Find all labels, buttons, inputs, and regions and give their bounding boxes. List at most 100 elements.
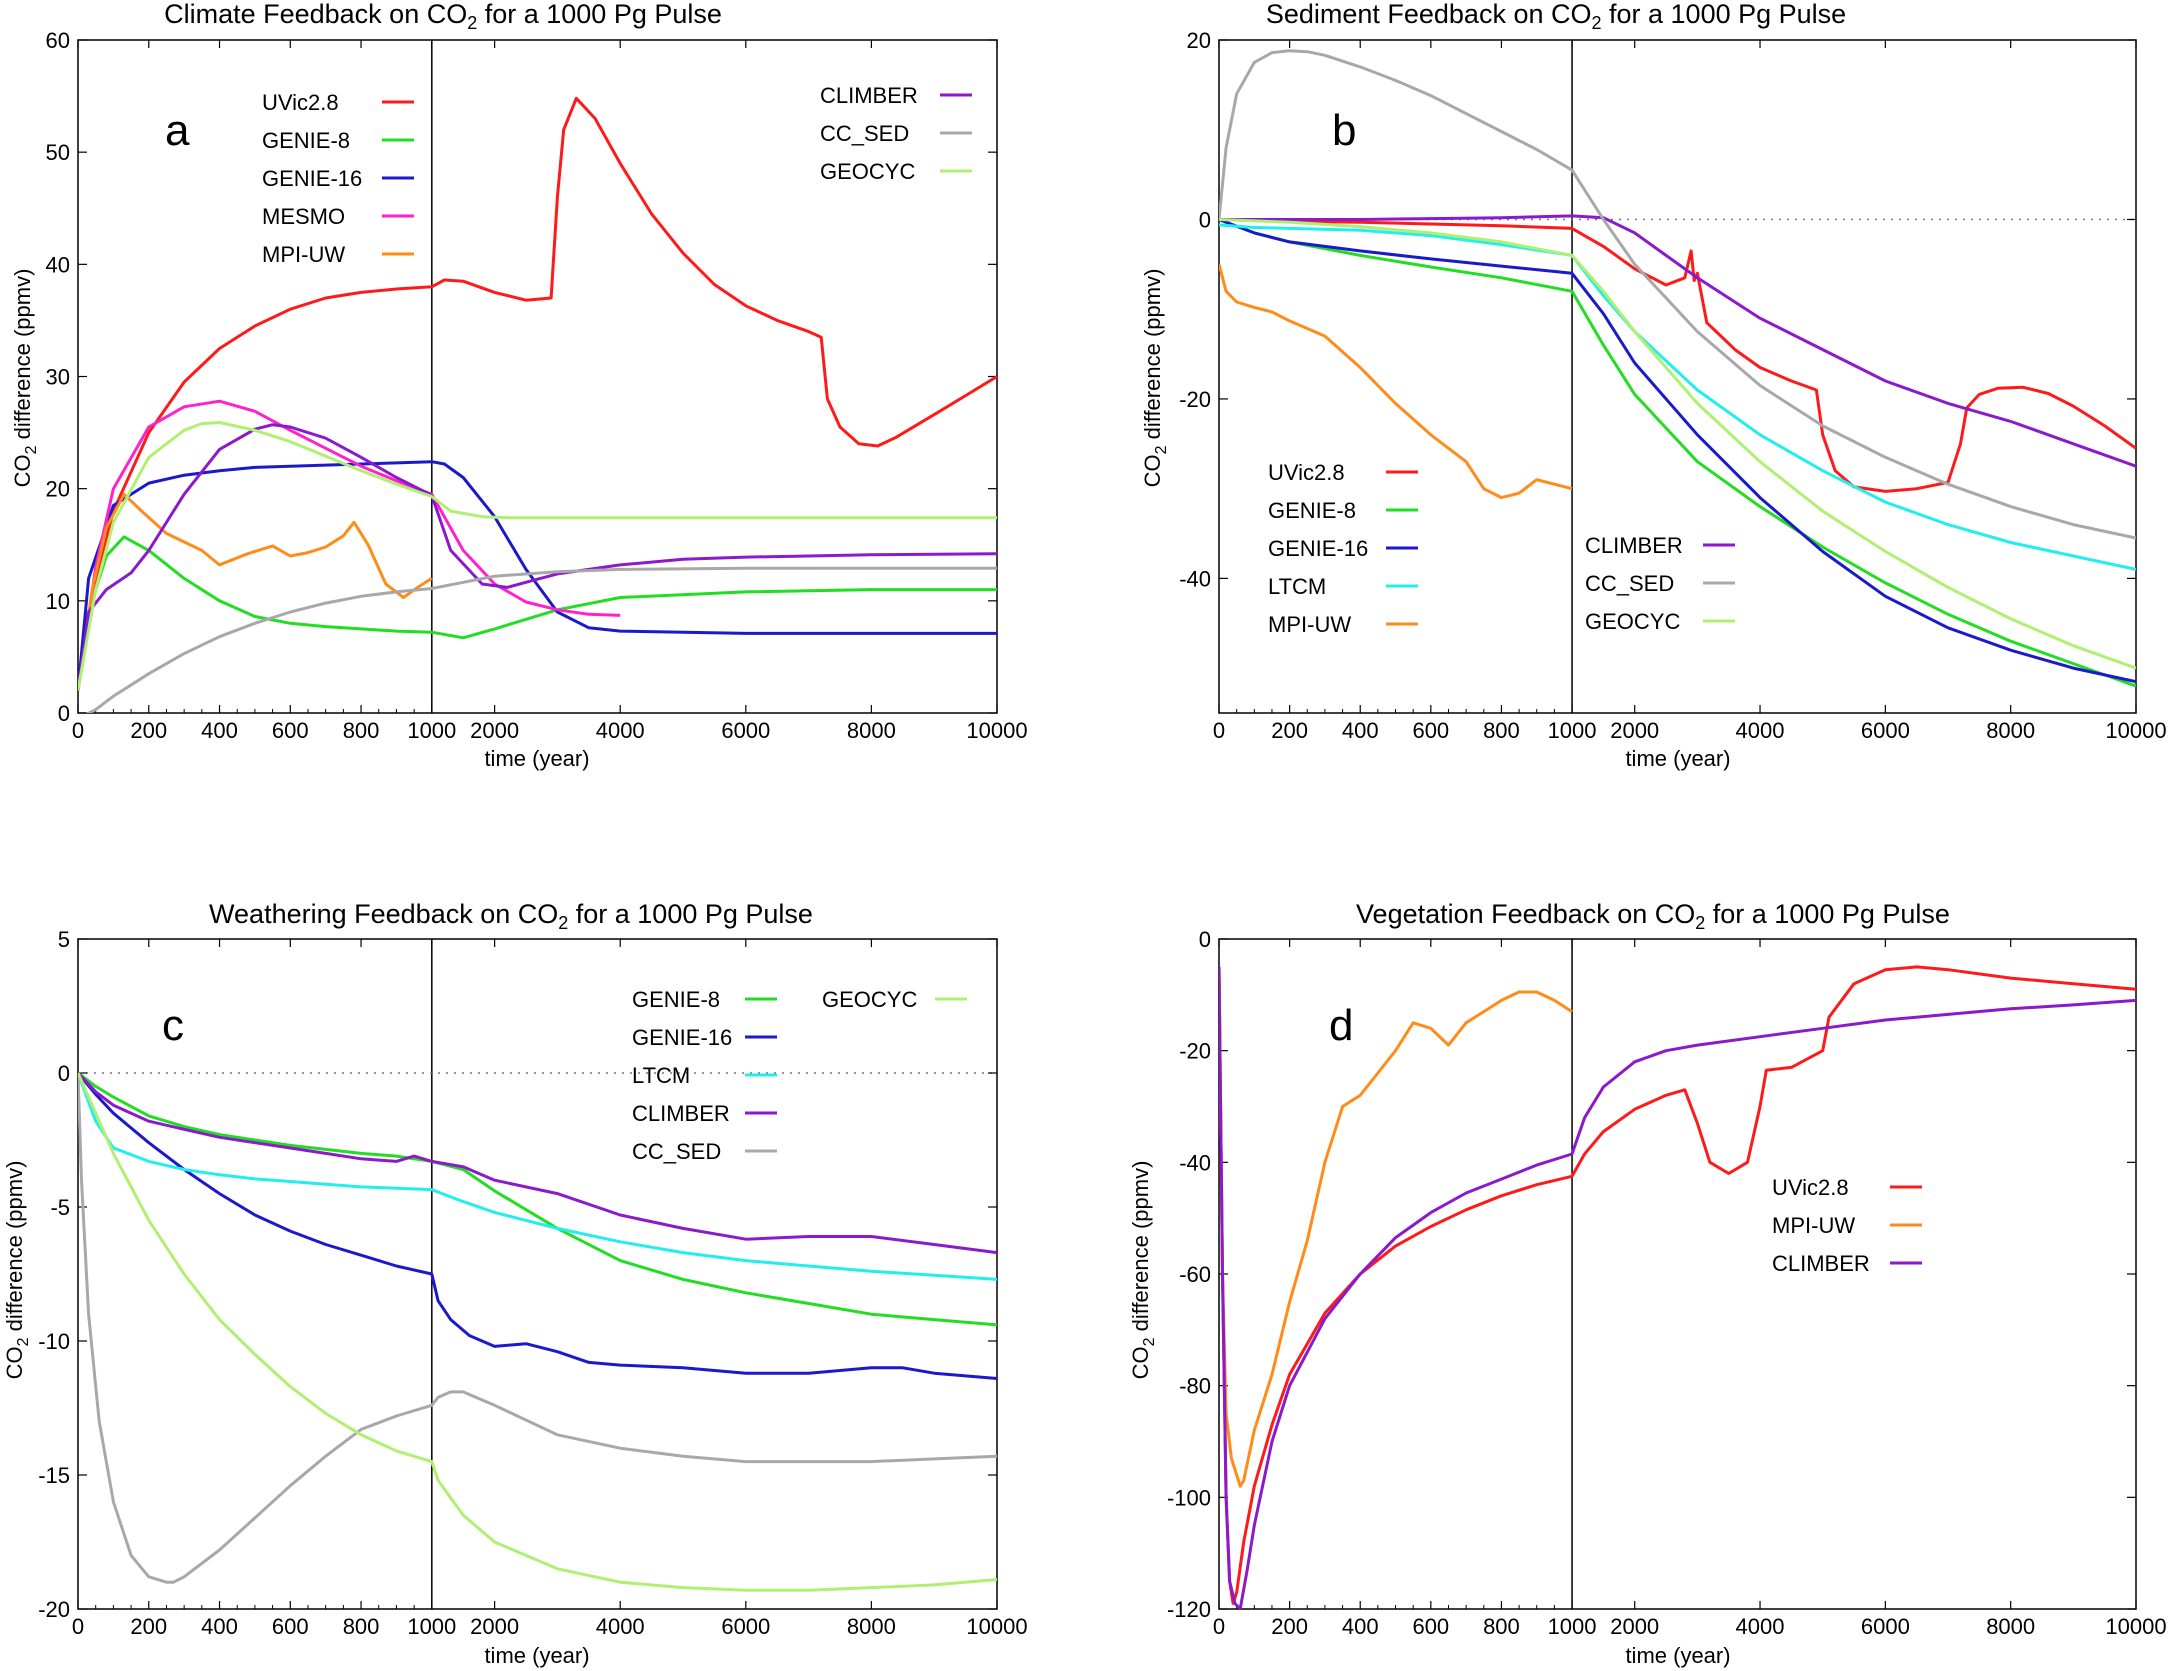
x-tick-label: 600 bbox=[272, 1614, 309, 1639]
x-tick-label: 0 bbox=[1213, 718, 1225, 743]
y-axis-label: CO2 difference (ppmv) bbox=[10, 269, 40, 488]
series-line-mpi-uw bbox=[1219, 263, 1573, 500]
x-tick-label: 4000 bbox=[596, 718, 645, 743]
panel-letter: a bbox=[165, 106, 190, 155]
legend: GENIE-8 GENIE-16 LTCM CLIMBER CC_SED GEOCYC bbox=[632, 987, 967, 1164]
y-tick-label: -15 bbox=[38, 1463, 70, 1488]
chart-title: Weathering Feedback on CO2 for a 1000 Pg… bbox=[209, 899, 813, 933]
chart-title: Climate Feedback on CO2 for a 1000 Pg Pu… bbox=[164, 0, 722, 33]
y-tick-label: -40 bbox=[1179, 1150, 1211, 1175]
legend-label: GENIE-8 bbox=[262, 128, 350, 153]
x-tick-label: 6000 bbox=[1861, 1614, 1910, 1639]
legend-label: GENIE-16 bbox=[1268, 536, 1368, 561]
series-line-genie-16 bbox=[78, 1072, 997, 1380]
x-tick-label: 8000 bbox=[847, 718, 896, 743]
x-tick-label: 400 bbox=[1342, 718, 1379, 743]
y-tick-label: -120 bbox=[1167, 1597, 1211, 1622]
chart-panel-a: Climate Feedback on CO2 for a 1000 Pg Pu… bbox=[10, 0, 1028, 771]
x-tick-label: 200 bbox=[130, 718, 167, 743]
legend-label: UVic2.8 bbox=[262, 90, 339, 115]
y-tick-label: 0 bbox=[1199, 927, 1211, 952]
x-axis-label: time (year) bbox=[484, 1643, 589, 1668]
series-line-mpi-uw bbox=[78, 492, 433, 691]
y-tick-label: 5 bbox=[58, 927, 70, 952]
x-tick-label: 8000 bbox=[1986, 718, 2035, 743]
series-line-ltcm bbox=[1219, 223, 2136, 571]
x-tick-label: 0 bbox=[1213, 1614, 1225, 1639]
legend: UVic2.8 GENIE-8 GENIE-16 LTCM MPI-UW CLIMBER C… bbox=[1268, 460, 1735, 637]
series-line-climber bbox=[1219, 966, 2136, 1609]
x-tick-label: 2000 bbox=[1610, 718, 1659, 743]
legend-label: GENIE-16 bbox=[262, 166, 362, 191]
y-tick-label: -20 bbox=[1179, 387, 1211, 412]
series-line-uvic2-8 bbox=[1219, 218, 2136, 493]
series-line-cc-sed bbox=[78, 1072, 997, 1584]
series-line-ltcm bbox=[78, 1072, 997, 1281]
series-line-uvic2-8 bbox=[78, 96, 997, 691]
legend-label: MPI-UW bbox=[1268, 612, 1351, 637]
y-tick-label: 10 bbox=[46, 589, 70, 614]
series-line-genie-8 bbox=[78, 535, 997, 691]
x-tick-label: 1000 bbox=[407, 1614, 456, 1639]
y-tick-label: -5 bbox=[50, 1195, 70, 1220]
panel-letter: c bbox=[162, 1001, 184, 1050]
y-tick-label: 20 bbox=[1187, 28, 1211, 53]
legend-label: UVic2.8 bbox=[1772, 1175, 1849, 1200]
legend-label: UVic2.8 bbox=[1268, 460, 1345, 485]
legend-label: CLIMBER bbox=[1772, 1251, 1870, 1276]
legend: UVic2.8 GENIE-8 GENIE-16 MESMO MPI-UW CLIMBER… bbox=[262, 83, 972, 267]
legend-label: GENIE-8 bbox=[632, 987, 720, 1012]
plot-frame bbox=[1218, 938, 2137, 1610]
x-tick-label: 8000 bbox=[1986, 1614, 2035, 1639]
series-line-cc-sed bbox=[85, 566, 997, 713]
legend-label: CC_SED bbox=[632, 1139, 721, 1164]
y-tick-label: 50 bbox=[46, 140, 70, 165]
y-tick-label: 0 bbox=[1199, 207, 1211, 232]
x-tick-label: 2000 bbox=[470, 718, 519, 743]
x-tick-label: 6000 bbox=[721, 1614, 770, 1639]
series-line-mesmo bbox=[78, 399, 621, 691]
y-axis-label: CO2 difference (ppmv) bbox=[1128, 1161, 1158, 1380]
series-group bbox=[1219, 49, 2136, 688]
x-tick-label: 400 bbox=[201, 1614, 238, 1639]
legend-label: MPI-UW bbox=[262, 242, 345, 267]
x-tick-label: 2000 bbox=[1610, 1614, 1659, 1639]
x-tick-label: 2000 bbox=[470, 1614, 519, 1639]
legend: UVic2.8 MPI-UW CLIMBER bbox=[1772, 1175, 1922, 1276]
x-tick-label: 200 bbox=[1271, 1614, 1308, 1639]
y-tick-label: 0 bbox=[58, 1061, 70, 1086]
series-line-climber bbox=[78, 1071, 997, 1255]
x-axis-label: time (year) bbox=[484, 746, 589, 771]
y-tick-label: -40 bbox=[1179, 566, 1211, 591]
x-tick-label: 6000 bbox=[1861, 718, 1910, 743]
x-tick-label: 800 bbox=[1483, 1614, 1520, 1639]
y-axis-label: CO2 difference (ppmv) bbox=[2, 1161, 32, 1380]
legend-label: MESMO bbox=[262, 204, 345, 229]
legend-label: LTCM bbox=[632, 1063, 690, 1088]
x-tick-label: 6000 bbox=[721, 718, 770, 743]
legend-label: GENIE-8 bbox=[1268, 498, 1356, 523]
x-axis-label: time (year) bbox=[1625, 746, 1730, 771]
y-axis-label: CO2 difference (ppmv) bbox=[1140, 269, 1170, 488]
x-tick-label: 4000 bbox=[1736, 718, 1785, 743]
legend-label: LTCM bbox=[1268, 574, 1326, 599]
series-line-geocyc bbox=[78, 1072, 997, 1592]
series-line-genie-8 bbox=[78, 1071, 997, 1327]
x-tick-label: 400 bbox=[201, 718, 238, 743]
series-group bbox=[1219, 965, 2136, 1609]
x-tick-label: 1000 bbox=[407, 718, 456, 743]
legend-label: GEOCYC bbox=[820, 159, 915, 184]
legend-label: GEOCYC bbox=[822, 987, 917, 1012]
y-tick-label: 60 bbox=[46, 28, 70, 53]
series-group bbox=[78, 1071, 997, 1592]
chart-panel-d: Vegetation Feedback on CO2 for a 1000 Pg… bbox=[1128, 899, 2167, 1668]
series-line-mpi-uw bbox=[1219, 966, 1573, 1488]
y-tick-label: -10 bbox=[38, 1329, 70, 1354]
chart-title: Sediment Feedback on CO2 for a 1000 Pg P… bbox=[1266, 0, 1846, 33]
x-tick-label: 800 bbox=[343, 718, 380, 743]
legend-label: GEOCYC bbox=[1585, 609, 1680, 634]
panel-letter: b bbox=[1332, 106, 1356, 155]
legend-label: MPI-UW bbox=[1772, 1213, 1855, 1238]
plot-frame bbox=[1218, 39, 2137, 714]
legend-label: CC_SED bbox=[820, 121, 909, 146]
